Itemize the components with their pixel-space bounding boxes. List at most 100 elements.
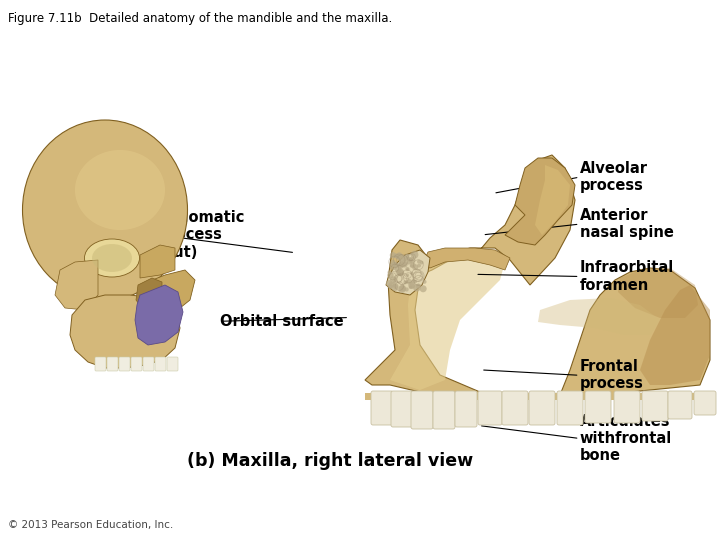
Circle shape [387,271,392,274]
Circle shape [397,262,403,269]
Circle shape [396,252,402,258]
Circle shape [405,254,409,258]
Circle shape [405,287,409,292]
Circle shape [420,285,427,292]
Circle shape [387,272,394,279]
Circle shape [410,251,418,259]
FancyBboxPatch shape [502,391,528,425]
Ellipse shape [84,239,140,277]
Circle shape [399,285,406,292]
FancyBboxPatch shape [119,357,130,371]
Circle shape [390,276,397,283]
Circle shape [399,261,405,267]
FancyBboxPatch shape [131,357,142,371]
Circle shape [401,286,405,289]
Circle shape [392,281,396,285]
Text: Alveolar
process: Alveolar process [580,161,647,193]
Polygon shape [365,393,715,400]
FancyBboxPatch shape [107,357,118,371]
Circle shape [397,268,404,276]
Circle shape [409,259,413,262]
Circle shape [393,262,398,268]
Circle shape [395,254,400,259]
Circle shape [413,284,420,292]
Circle shape [392,262,397,267]
Ellipse shape [22,120,187,300]
Circle shape [411,279,415,284]
Polygon shape [390,250,505,390]
Circle shape [410,272,413,275]
Circle shape [413,280,417,284]
Circle shape [393,284,399,289]
Circle shape [391,284,398,291]
Circle shape [417,284,420,287]
Circle shape [420,261,423,265]
FancyBboxPatch shape [529,391,555,425]
FancyBboxPatch shape [433,391,455,429]
FancyBboxPatch shape [668,391,692,419]
FancyBboxPatch shape [143,357,154,371]
Circle shape [397,254,403,261]
FancyBboxPatch shape [455,391,477,427]
Circle shape [397,269,404,276]
Ellipse shape [92,244,132,272]
Circle shape [390,260,395,265]
FancyBboxPatch shape [95,357,106,371]
Polygon shape [136,278,162,308]
FancyBboxPatch shape [478,391,502,425]
Polygon shape [535,165,570,235]
Polygon shape [140,270,195,312]
Circle shape [394,253,398,258]
Polygon shape [386,250,430,295]
Text: Anterior
nasal spine: Anterior nasal spine [580,208,673,240]
Circle shape [390,262,397,270]
Circle shape [408,282,415,289]
Circle shape [415,284,420,288]
FancyBboxPatch shape [585,391,611,423]
Circle shape [410,262,415,268]
Circle shape [388,282,394,288]
Text: Orbital surface: Orbital surface [220,314,343,329]
Polygon shape [365,155,710,400]
FancyBboxPatch shape [391,391,413,427]
Polygon shape [640,285,710,385]
Circle shape [403,280,408,284]
FancyBboxPatch shape [642,391,668,421]
Circle shape [395,265,401,272]
Text: (b) Maxilla, right lateral view: (b) Maxilla, right lateral view [187,452,473,470]
Circle shape [407,279,412,285]
Polygon shape [505,158,575,245]
Circle shape [402,255,408,261]
Circle shape [405,267,410,271]
FancyBboxPatch shape [614,391,640,423]
Circle shape [417,264,421,267]
Circle shape [398,254,405,262]
Text: Articulates
withfrontal
bone: Articulates withfrontal bone [580,414,672,463]
FancyBboxPatch shape [155,357,166,371]
Text: Figure 7.11b  Detailed anatomy of the mandible and the maxilla.: Figure 7.11b Detailed anatomy of the man… [8,12,392,25]
FancyBboxPatch shape [411,391,433,429]
Circle shape [388,285,392,289]
Text: Frontal
process: Frontal process [580,359,644,392]
Polygon shape [422,248,510,270]
Circle shape [409,257,415,264]
Circle shape [409,258,413,261]
Polygon shape [70,295,180,368]
Polygon shape [135,285,183,345]
Circle shape [406,274,409,277]
FancyBboxPatch shape [371,391,393,425]
Circle shape [390,252,396,258]
Circle shape [409,286,413,289]
Text: Zygomatic
process
(cut): Zygomatic process (cut) [158,210,245,260]
Polygon shape [538,298,660,335]
FancyBboxPatch shape [167,357,178,371]
Circle shape [405,256,413,265]
Text: Infraorbital
foramen: Infraorbital foramen [580,260,674,293]
Circle shape [398,285,406,293]
Circle shape [400,260,407,267]
Polygon shape [140,245,175,278]
Circle shape [402,261,408,267]
FancyBboxPatch shape [557,391,583,425]
Circle shape [409,284,415,288]
Text: © 2013 Pearson Education, Inc.: © 2013 Pearson Education, Inc. [8,520,174,530]
